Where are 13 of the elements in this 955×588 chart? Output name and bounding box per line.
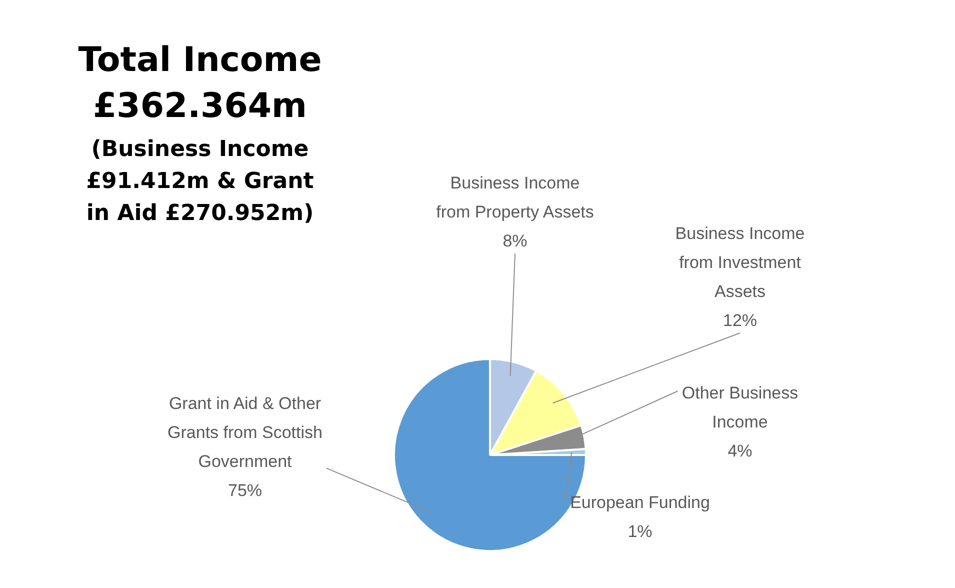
slice-label: Other Business Income — [682, 383, 798, 432]
data-label: 12% — [722, 310, 758, 330]
slice-label: European Funding — [570, 492, 710, 512]
chart-title: Total Income — [77, 40, 323, 80]
data-label: 1% — [628, 522, 652, 541]
data-label: 8% — [502, 231, 528, 250]
slice-label: Grant in Aid & Other Grants from Scottish Government — [168, 394, 322, 471]
slice-label: Business Income from Property Assets — [436, 173, 594, 222]
data-label: 4% — [728, 441, 752, 460]
text: (Business Income £91.412m & Grant in Aid £270.952m) — [85, 136, 315, 228]
slice-label: Business Income from Investment Assets — [675, 224, 805, 301]
chart-subtitle: £362.364m — [92, 86, 308, 126]
data-label: 75% — [228, 480, 262, 500]
